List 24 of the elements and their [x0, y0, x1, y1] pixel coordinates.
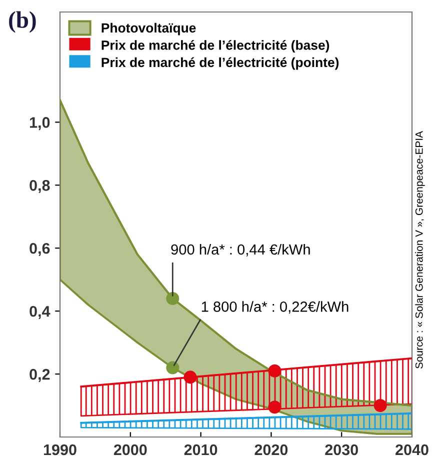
- x-tick-label: 2000: [114, 444, 147, 456]
- annotation: 1 800 h/a* : 0,22€/kWh: [202, 301, 348, 314]
- point: [268, 400, 282, 414]
- y-tick-label: 0,2: [30, 368, 50, 382]
- x-tick-label: 2040: [396, 444, 428, 456]
- point: [374, 399, 387, 412]
- x-tick-label: 2020: [254, 444, 288, 456]
- legend-label: Prix de marché de l’électricité (pointe): [102, 57, 339, 70]
- point: [268, 364, 282, 378]
- y-tick-label: 0,4: [30, 306, 50, 319]
- point: [184, 370, 197, 384]
- annotation: 900 h/a* : 0,44 €/kWh: [171, 244, 310, 256]
- legend-label: Photovoltaïque: [102, 22, 196, 36]
- legend-label: Prix de marché de l’électricité (base): [102, 40, 330, 52]
- y-tick-label: 1,0: [30, 117, 50, 130]
- y-tick-label: 0,6: [30, 242, 50, 256]
- point: [166, 292, 180, 305]
- point: [166, 361, 180, 374]
- chart-title: (b): [9, 11, 36, 33]
- x-tick-label: 1990: [44, 444, 76, 456]
- x-tick-label: 2030: [325, 444, 358, 456]
- source-note: Source : « Solar Generation V », Greenpeace-EPIA: [415, 131, 425, 369]
- x-tick-label: 2010: [184, 444, 218, 456]
- y-tick-label: 0,8: [30, 180, 50, 194]
